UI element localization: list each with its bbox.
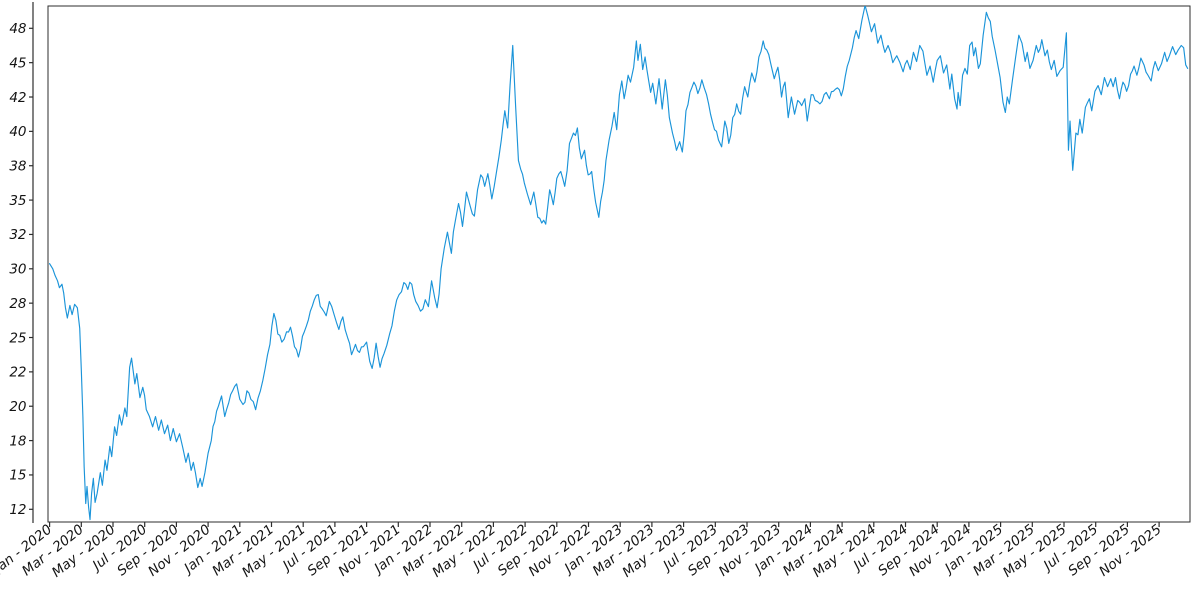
plot-area: [49, 6, 1189, 521]
y-tick-label: 40: [9, 124, 26, 140]
y-tick-label: 48: [9, 21, 26, 37]
y-tick-label: 30: [9, 262, 26, 278]
y-tick-label: 22: [9, 365, 26, 381]
y-tick-label: 20: [9, 399, 26, 415]
y-tick-label: 35: [9, 193, 26, 209]
price-series-line: [49, 6, 1189, 521]
y-tick-label: 45: [9, 55, 26, 71]
y-tick-label: 32: [9, 227, 26, 243]
y-tick-label: 38: [9, 159, 26, 175]
y-tick-label: 18: [9, 433, 26, 449]
plot-frame: [47, 5, 1191, 523]
y-tick-label: 25: [9, 330, 26, 346]
y-tick-label: 28: [9, 296, 26, 312]
y-tick-label: 42: [9, 90, 26, 106]
y-tick-label: 12: [9, 502, 26, 518]
y-tick-label: 15: [9, 468, 26, 484]
